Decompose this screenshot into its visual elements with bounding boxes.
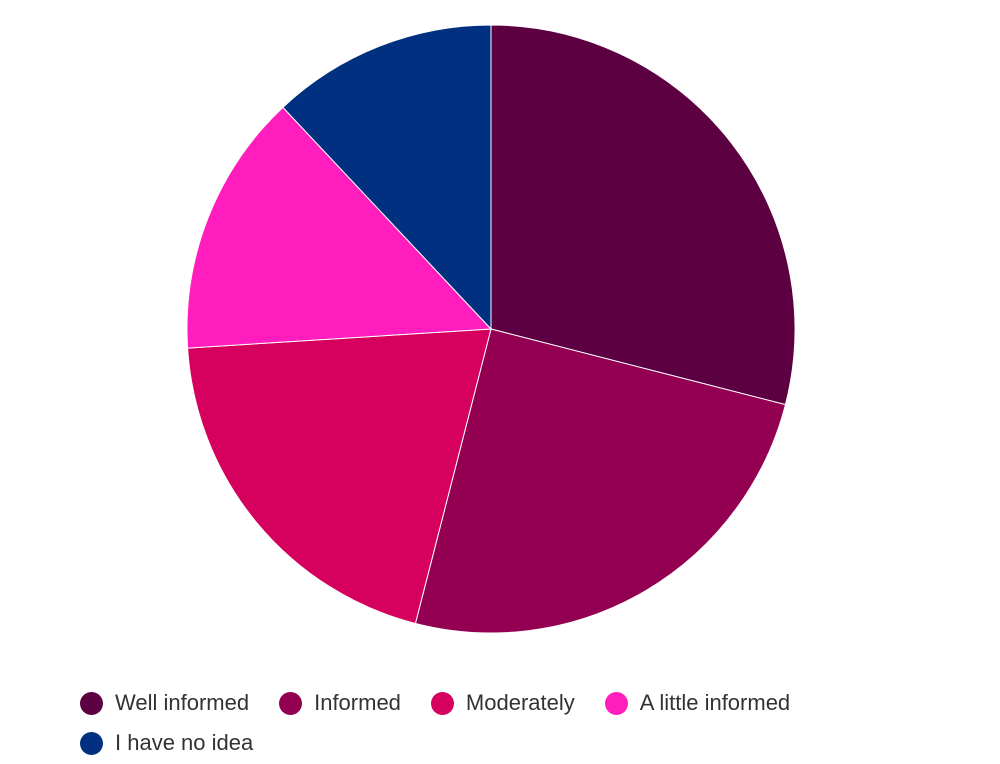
legend-item-moderately[interactable]: Moderately: [430, 688, 575, 718]
pie-slice-i-have-no-idea[interactable]: [282, 24, 492, 331]
pie-slice-a-little-informed[interactable]: [186, 106, 493, 349]
legend-item-well-informed[interactable]: Well informed: [80, 688, 249, 718]
legend-swatch: [80, 731, 103, 755]
legend-label: I have no idea: [115, 730, 254, 755]
pie-slice-well-informed[interactable]: [490, 24, 796, 406]
legend-item-informed[interactable]: Informed: [279, 688, 401, 718]
legend-swatch: [80, 691, 103, 715]
pie-slice-moderately[interactable]: [187, 328, 492, 625]
legend-item-i-have-no-idea[interactable]: I have no idea: [80, 728, 253, 758]
legend-label: Moderately: [465, 690, 575, 715]
legend-item-a-little-informed[interactable]: A little informed: [604, 688, 791, 718]
legend-swatch: [604, 691, 628, 715]
legend-label: Well informed: [115, 690, 250, 715]
legend-label: A little informed: [639, 690, 791, 715]
chart-legend: Well informed Informed Moderately A little …: [80, 688, 940, 758]
legend-label: Informed: [314, 690, 401, 715]
legend-swatch: [430, 691, 454, 715]
pie-slices: [186, 24, 796, 634]
pie-slice-informed[interactable]: [414, 328, 787, 634]
legend-swatch: [279, 691, 303, 715]
